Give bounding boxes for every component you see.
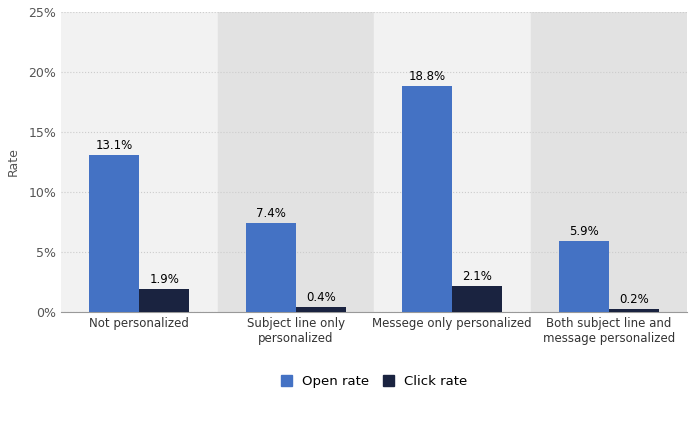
Y-axis label: Rate: Rate [7,147,20,176]
Bar [296,307,346,312]
Bar [403,86,452,312]
Text: 7.4%: 7.4% [256,207,286,220]
Bar [246,223,296,312]
Bar [452,286,502,312]
Bar [217,12,374,312]
Bar [139,289,189,312]
Legend: Open rate, Click rate: Open rate, Click rate [275,369,473,395]
Text: 18.8%: 18.8% [409,70,446,83]
Bar [530,12,687,312]
Bar [374,12,530,312]
Bar [61,12,217,312]
Text: 2.1%: 2.1% [462,271,492,283]
Bar [559,241,609,312]
Text: 0.2%: 0.2% [619,293,649,306]
Bar [90,154,139,312]
Bar [609,309,659,312]
Text: 0.4%: 0.4% [306,291,336,304]
Text: 13.1%: 13.1% [96,139,133,152]
Text: 5.9%: 5.9% [569,225,599,238]
Text: 1.9%: 1.9% [149,273,179,286]
